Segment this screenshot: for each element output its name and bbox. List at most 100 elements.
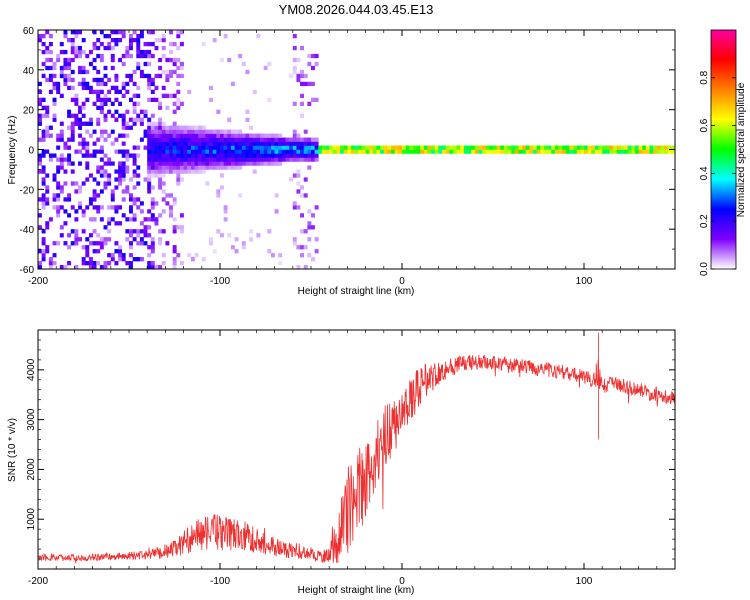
spectrogram-cell bbox=[176, 181, 181, 186]
spectrogram-cell bbox=[176, 169, 181, 174]
spectrogram-cell bbox=[99, 169, 104, 174]
spectrogram-cell bbox=[147, 189, 152, 194]
spectrogram-cell bbox=[300, 185, 305, 190]
spectrogram-cell bbox=[565, 145, 570, 150]
spectrogram-cell bbox=[431, 145, 436, 150]
spectrogram-cell bbox=[220, 137, 224, 142]
spectrogram-cell bbox=[194, 125, 199, 130]
spectrogram-cell bbox=[81, 245, 86, 250]
spectrogram-cell bbox=[99, 145, 104, 150]
spectrogram-cell bbox=[172, 133, 177, 138]
spectrogram-cell bbox=[179, 261, 184, 266]
spectrogram-cell bbox=[383, 145, 388, 150]
spectrogram-cell bbox=[147, 217, 152, 222]
spectrogram-cell bbox=[158, 157, 163, 162]
spectrogram-cell bbox=[212, 137, 217, 142]
spectrogram-cell bbox=[118, 165, 123, 170]
spectrogram-cell bbox=[99, 133, 104, 138]
spectrogram-cell bbox=[241, 161, 246, 166]
spectrogram-cell bbox=[132, 30, 137, 35]
spectrogram-cell bbox=[380, 145, 385, 150]
spectrogram-cell bbox=[92, 141, 97, 146]
spectrogram-cell bbox=[256, 33, 261, 39]
spectrogram-cell bbox=[150, 137, 155, 142]
spectrogram-cell bbox=[227, 145, 232, 150]
spectrogram-cell bbox=[209, 241, 214, 246]
spectrogram-cell bbox=[150, 53, 155, 59]
spectrogram-cell bbox=[118, 133, 123, 138]
spectrogram-cell bbox=[99, 77, 104, 83]
spectrogram-cell bbox=[147, 125, 152, 130]
spectrogram-cell bbox=[110, 37, 115, 43]
spectrogram-cell bbox=[514, 145, 519, 150]
spectrogram-cell bbox=[78, 133, 82, 138]
spectrogram-cell bbox=[114, 209, 119, 214]
spectrogram-cell bbox=[638, 149, 643, 154]
spectrogram-cell bbox=[52, 113, 57, 118]
spectrogram-cell bbox=[70, 229, 75, 234]
spectrogram-cell bbox=[591, 149, 596, 154]
spectrogram-cell bbox=[482, 149, 487, 154]
spectrogram-cell bbox=[88, 217, 93, 222]
spectrogram-cell bbox=[129, 117, 133, 122]
spectrogram-cell bbox=[212, 165, 217, 170]
spectrogram-cell bbox=[183, 161, 188, 166]
spectrogram-cell bbox=[176, 73, 181, 79]
spectrogram-cell bbox=[67, 261, 72, 266]
spectrogram-cell bbox=[150, 157, 155, 162]
spectrogram-cell bbox=[165, 77, 170, 83]
spectrogram-cell bbox=[99, 81, 104, 87]
spectrogram-cell bbox=[154, 165, 159, 170]
spectrogram-cell bbox=[263, 65, 268, 71]
spectrogram-cell bbox=[201, 133, 206, 138]
spectrogram-cell bbox=[252, 141, 257, 146]
spectrogram-cell bbox=[172, 121, 177, 126]
spectrogram-cell bbox=[176, 141, 181, 146]
spectrogram-cell bbox=[150, 149, 155, 154]
spectrogram-cell bbox=[103, 185, 108, 190]
spectrogram-cell bbox=[85, 149, 90, 154]
spectrogram-cell bbox=[121, 173, 126, 178]
spectrogram-cell bbox=[139, 237, 144, 242]
spectrogram-cell bbox=[99, 237, 104, 242]
spectrogram-cell bbox=[256, 161, 261, 166]
spectrogram-cell bbox=[300, 93, 305, 99]
spectrogram-cell bbox=[38, 225, 42, 230]
spectrogram-cell bbox=[150, 169, 155, 174]
spectrogram-cell bbox=[136, 165, 141, 170]
spectrogram-cell bbox=[67, 61, 72, 67]
spectrogram-cells bbox=[38, 30, 675, 269]
spectrogram-cell bbox=[230, 153, 235, 158]
spectrogram-cell bbox=[252, 153, 257, 158]
spectrogram-cell bbox=[67, 157, 72, 162]
spectrogram-cell bbox=[172, 101, 177, 106]
spectrogram-cell bbox=[48, 257, 53, 262]
spectrogram-cell bbox=[125, 237, 130, 242]
spectrogram-cell bbox=[179, 213, 184, 218]
spectrogram-cell bbox=[63, 49, 68, 55]
spectrogram-cell bbox=[249, 125, 254, 130]
spectrogram-cell bbox=[179, 129, 184, 134]
spectrogram-cell bbox=[281, 137, 286, 142]
spectrogram-cell bbox=[252, 145, 257, 150]
spectrogram-cell bbox=[536, 149, 541, 154]
spectrogram-cell bbox=[56, 53, 61, 59]
spectrogram-cell bbox=[176, 137, 181, 142]
spectrogram-cell bbox=[245, 137, 250, 142]
spectrogram-cell bbox=[169, 169, 173, 174]
spectrogram-cell bbox=[41, 257, 46, 262]
spectrogram-cell bbox=[150, 185, 155, 190]
spectrogram-cell bbox=[48, 133, 53, 138]
spectrogram-cell bbox=[41, 137, 46, 142]
spectrogram-cell bbox=[103, 173, 108, 178]
spectrogram-cell bbox=[176, 157, 181, 162]
spectrogram-cell bbox=[172, 225, 177, 230]
spectrogram-cell bbox=[169, 93, 173, 99]
spectrogram-cell bbox=[296, 57, 301, 63]
spectrogram-cell bbox=[220, 149, 224, 154]
spectrogram-cell bbox=[311, 225, 315, 230]
spectrogram-cell bbox=[176, 161, 181, 166]
spectrogram-cell bbox=[267, 141, 272, 146]
spectrogram-cell bbox=[154, 129, 159, 134]
spectrogram-cell bbox=[132, 229, 137, 234]
